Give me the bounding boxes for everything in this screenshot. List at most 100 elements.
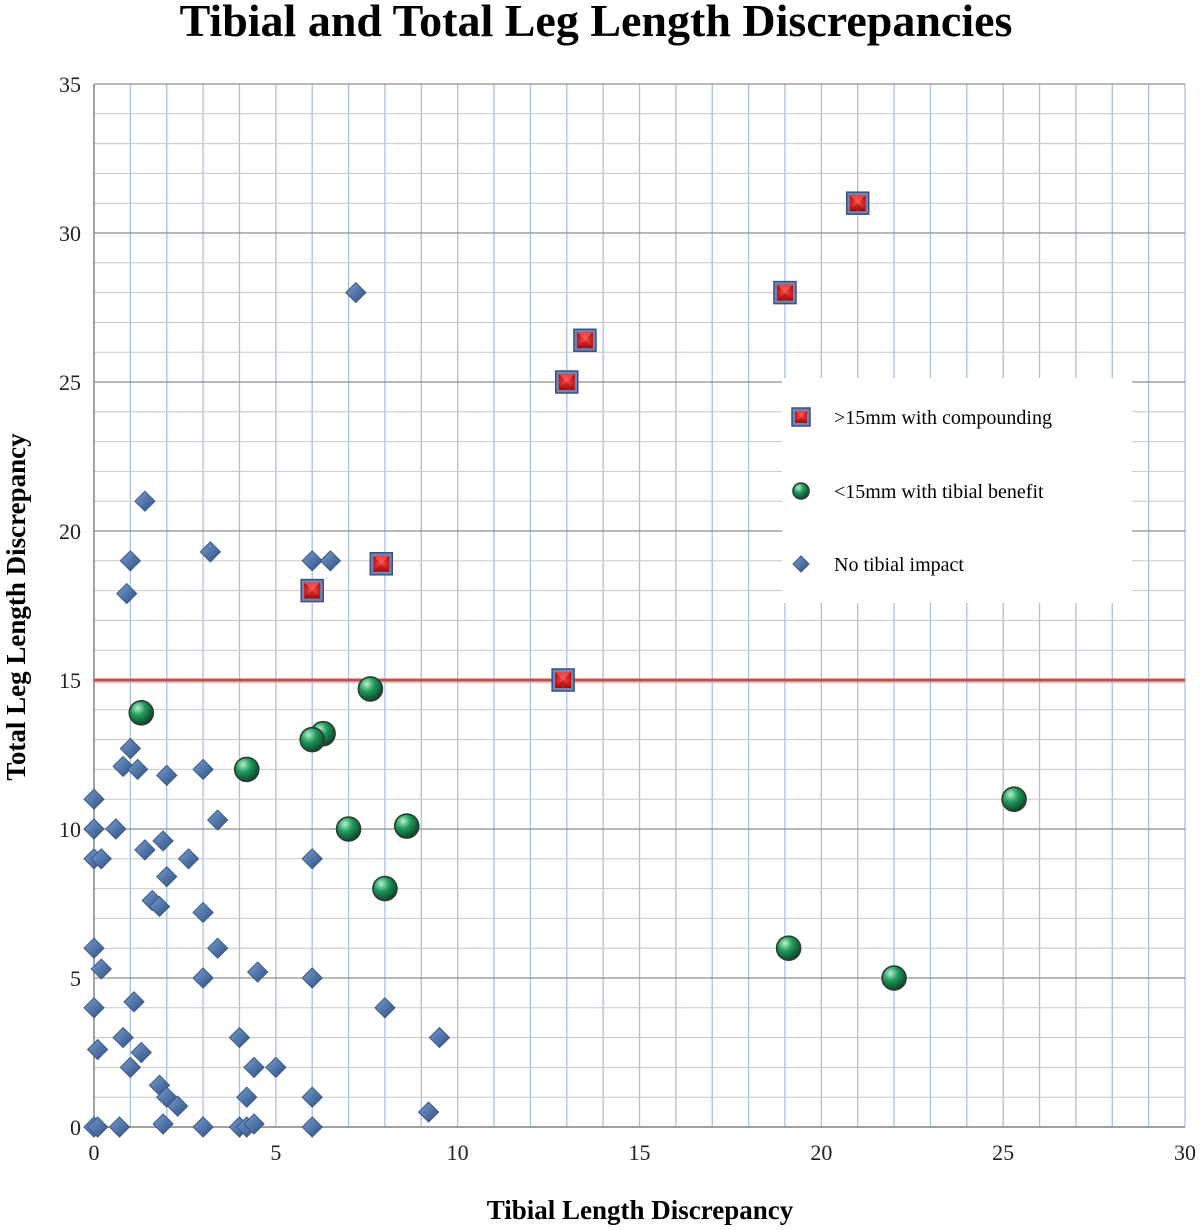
data-point-circle (393, 813, 420, 839)
data-point-diamond (83, 997, 105, 1019)
data-point-diamond (206, 937, 229, 959)
data-point-diamond (134, 839, 156, 861)
data-point-diamond (301, 1086, 323, 1108)
data-point-square-facet-bottom (576, 340, 593, 349)
data-point-square-facet-bottom (304, 590, 321, 599)
data-point-square (573, 328, 597, 353)
reference-line-group (94, 678, 1185, 684)
data-point-diamond (177, 848, 200, 870)
data-point-diamond (192, 1116, 214, 1138)
data-point-square (369, 552, 394, 576)
x-tick-label: 20 (810, 1140, 832, 1165)
data-point-diamond (236, 1086, 258, 1108)
data-point-diamond (83, 818, 105, 840)
y-axis-label: Total Leg Length Discrepancy (1, 433, 31, 781)
legend-marker-diamond (792, 555, 810, 573)
data-point-diamond (319, 550, 342, 572)
data-point-square-facet-bottom (776, 292, 793, 301)
data-point-diamond (428, 1026, 451, 1049)
data-point-square-facet-top (776, 284, 793, 293)
data-point-circle (335, 816, 362, 842)
data-point-square-facet-bottom (558, 382, 575, 390)
legend: >15mm with compounding <15mm with tibial … (782, 378, 1132, 603)
data-point-square-facet-top (558, 374, 575, 382)
data-point-diamond (86, 1038, 109, 1061)
data-point-diamond (166, 1095, 189, 1117)
data-point-diamond (90, 848, 112, 870)
data-point-diamond (112, 1026, 134, 1049)
data-point-diamond (374, 997, 396, 1019)
data-point-diamond (301, 848, 323, 870)
data-point-square-facet-top (304, 582, 321, 591)
data-point-circle (128, 699, 155, 726)
legend-marker-square (791, 407, 811, 427)
data-point-diamond (148, 895, 171, 918)
data-point-diamond (83, 788, 105, 810)
data-point-square-facet-top (373, 555, 390, 564)
data-point-circle (299, 726, 326, 753)
data-point-square (551, 668, 575, 692)
data-point-diamond (83, 937, 105, 959)
data-point-diamond (345, 281, 367, 304)
legend-marker-circle (792, 482, 810, 500)
data-point-diamond (86, 1116, 109, 1138)
data-point-diamond (119, 550, 142, 572)
legend-marker-square-facet-bottom (795, 417, 807, 423)
data-point-diamond (130, 1041, 152, 1064)
data-point-diamond (134, 490, 156, 512)
data-point-diamond (246, 961, 269, 983)
y-tick-label: 30 (59, 221, 81, 246)
legend-box (782, 378, 1132, 603)
x-tick-label: 0 (89, 1140, 100, 1165)
data-point-diamond (152, 1113, 174, 1135)
data-point-circle (372, 875, 398, 902)
x-tick-label: 5 (270, 1140, 281, 1165)
data-point-diamond (199, 541, 222, 563)
data-point-circle (775, 935, 802, 962)
data-point-square-facet-bottom (555, 680, 572, 688)
data-point-square-facet-bottom (373, 563, 390, 572)
data-point-diamond (301, 550, 323, 572)
data-points (83, 191, 1027, 1138)
y-tick-labels: 0 5 10 15 20 25 30 35 (59, 72, 81, 1140)
data-point-diamond (301, 1116, 323, 1138)
data-point-diamond (192, 758, 214, 781)
data-point-circle (1001, 786, 1027, 813)
data-point-diamond (105, 818, 127, 840)
y-tick-label: 15 (59, 668, 81, 693)
data-point-square (555, 370, 579, 394)
data-point-diamond (126, 758, 149, 781)
legend-items: >15mm with compounding <15mm with tibial … (791, 407, 1052, 576)
data-point-square-facet-top (576, 332, 593, 341)
data-point-square-facet-top (849, 195, 866, 204)
data-point-diamond (417, 1101, 440, 1123)
legend-marker-square-facet-top (795, 411, 807, 417)
y-tick-label: 20 (59, 519, 81, 544)
y-tick-label: 0 (70, 1115, 81, 1140)
data-point-circle (233, 756, 260, 783)
x-tick-label: 30 (1174, 1140, 1196, 1165)
data-point-circle (357, 676, 384, 702)
x-tick-label: 10 (447, 1140, 469, 1165)
data-point-diamond (243, 1113, 265, 1135)
data-point-square (773, 280, 797, 305)
legend-label: No tibial impact (834, 554, 964, 576)
data-point-diamond (243, 1056, 265, 1079)
data-point-diamond (152, 830, 174, 852)
y-tick-label: 35 (59, 72, 81, 97)
y-tick-label: 10 (59, 817, 81, 842)
plot-area (83, 83, 1186, 1138)
data-point-diamond (119, 737, 142, 760)
data-point-diamond (112, 755, 134, 778)
data-point-square-facet-bottom (849, 203, 866, 212)
x-axis-label: Tibial Length Discrepancy (487, 1195, 794, 1225)
chart-title: Tibial and Total Leg Length Discrepancie… (180, 0, 1013, 46)
data-point-diamond (90, 958, 112, 980)
y-tick-label: 5 (70, 966, 81, 991)
data-point-square-facet-top (555, 672, 572, 680)
data-point-diamond (156, 865, 178, 888)
data-point-diamond (108, 1116, 131, 1138)
data-point-square (300, 578, 324, 603)
data-point-diamond (265, 1056, 287, 1079)
data-point-diamond (192, 967, 214, 989)
